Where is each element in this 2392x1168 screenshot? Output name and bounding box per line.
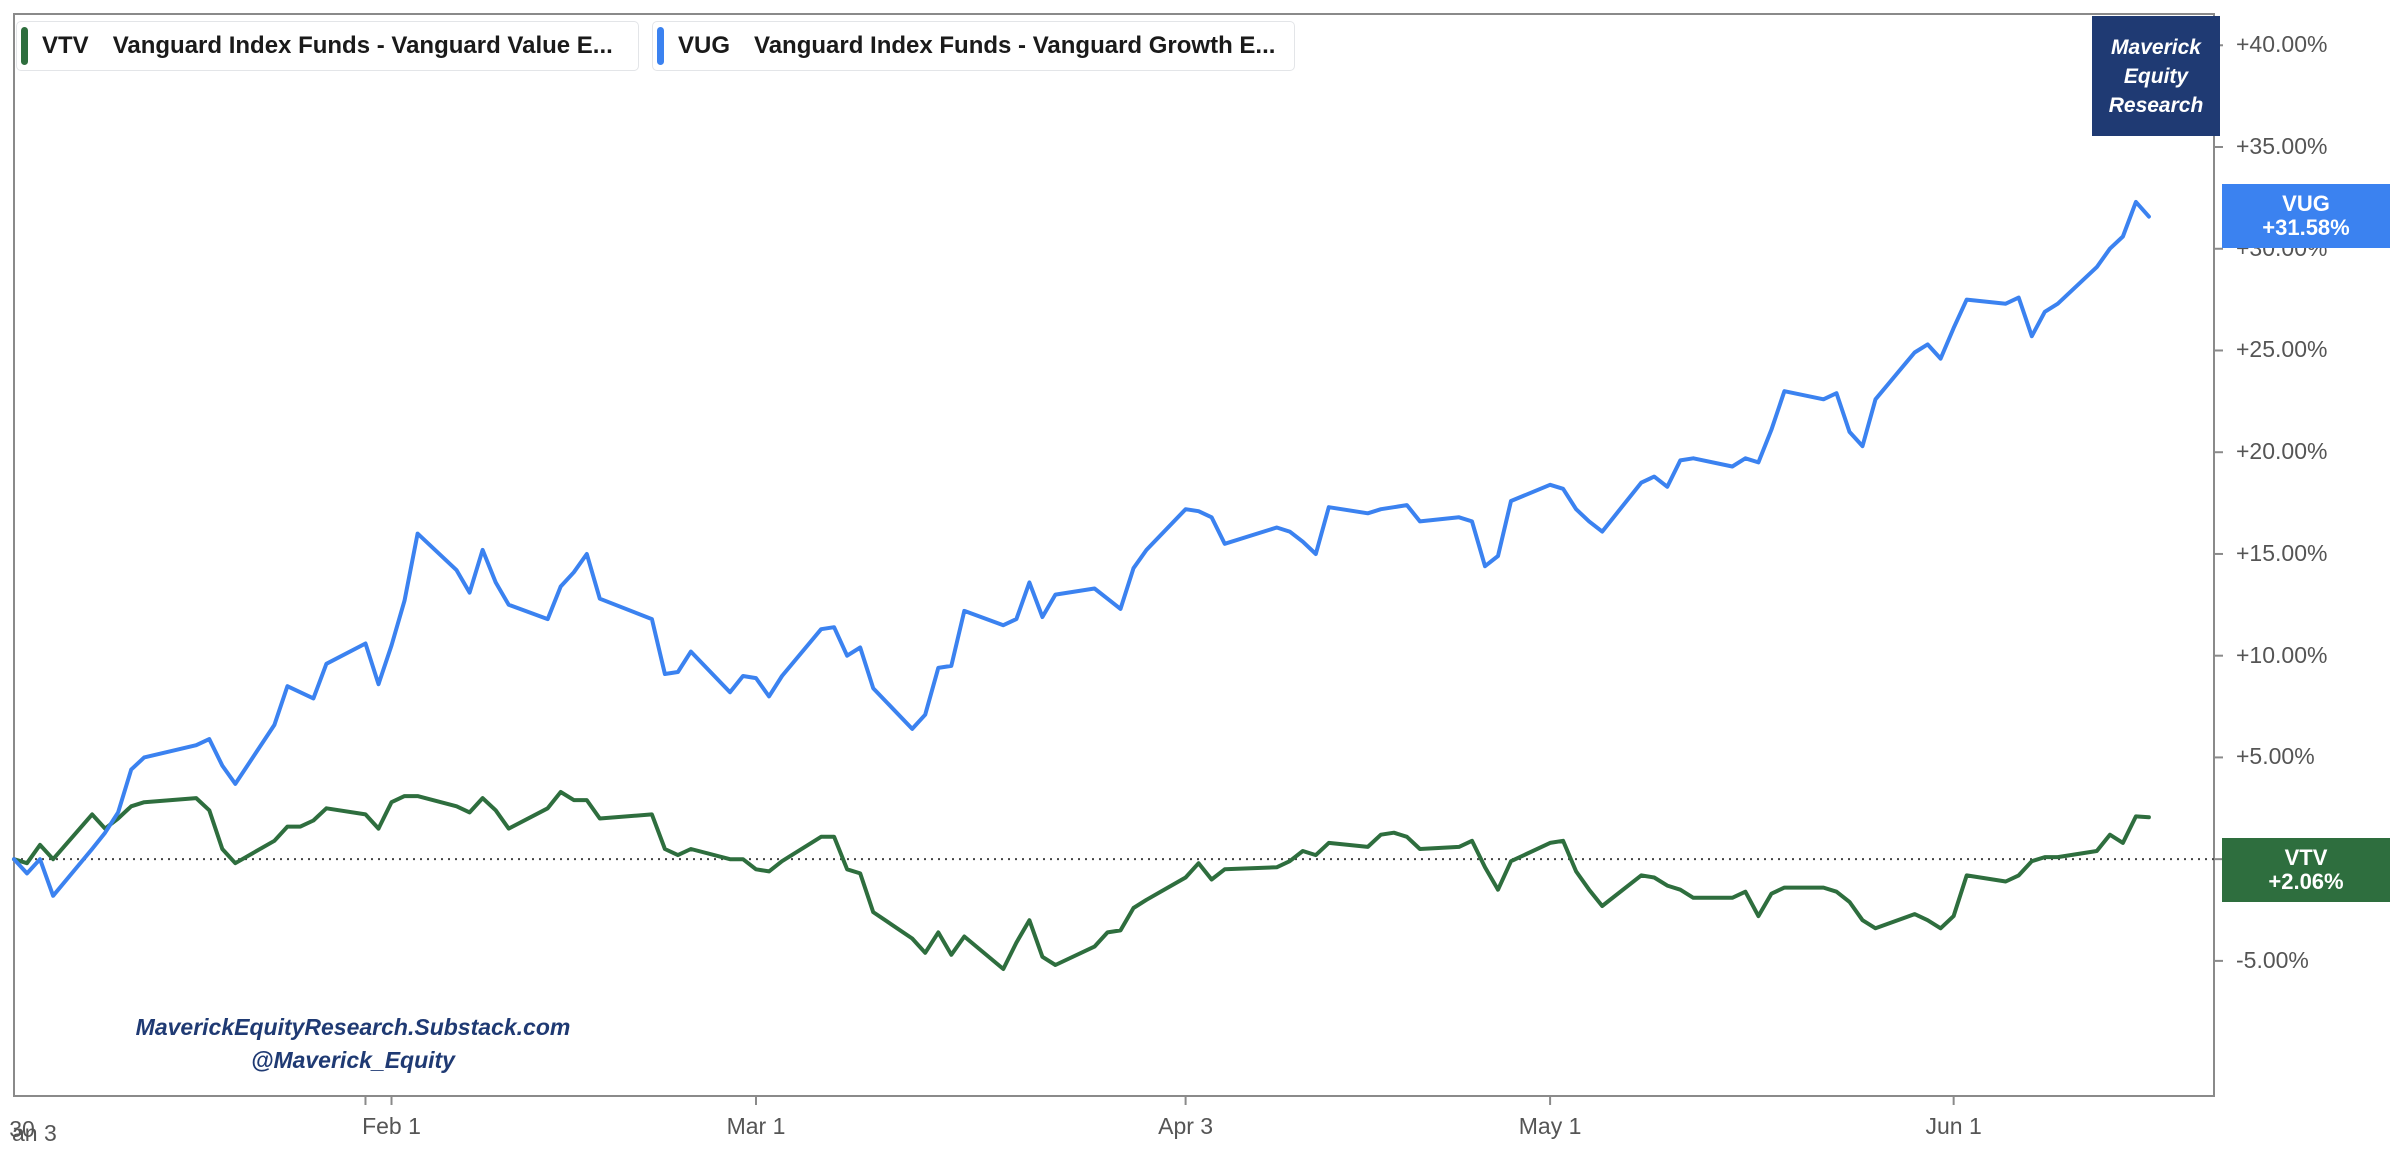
x-tick-label: Feb 1: [362, 1113, 421, 1139]
legend-item-vtv[interactable]: VTV Vanguard Index Funds - Vanguard Valu…: [16, 21, 639, 71]
end-label-vtv-ticker: VTV: [2284, 845, 2328, 870]
x-tick-first-fragment: an 3: [12, 1120, 57, 1146]
x-tick-clipped: 30: [9, 1116, 35, 1142]
watermark-site: MaverickEquityResearch.Substack.com: [135, 1014, 571, 1040]
y-tick-label: +20.00%: [2236, 438, 2328, 465]
x-tick-label: Jun 1: [1925, 1113, 1982, 1139]
brand-logo: Maverick Equity Research: [2092, 16, 2220, 136]
brand-line-3: Research: [2108, 93, 2204, 117]
watermark-handle: @Maverick_Equity: [251, 1047, 455, 1073]
brand-line-1: Maverick: [2111, 35, 2201, 59]
legend-swatch-vtv: [21, 27, 28, 65]
end-label-vug-ticker: VUG: [2282, 191, 2330, 216]
y-tick-label: +25.00%: [2236, 336, 2328, 363]
x-tick-label: Apr 3: [1158, 1113, 1214, 1139]
y-tick-label: +35.00%: [2236, 133, 2328, 159]
series-line-vug: [12, 199, 2151, 898]
y-tick-label: +10.00%: [2236, 641, 2328, 668]
y-tick-label: +5.00%: [2236, 743, 2315, 770]
brand-line-2: Equity: [2123, 64, 2189, 88]
legend-ticker-vug: VUG: [678, 32, 731, 59]
y-tick-label: +40.00%: [2236, 31, 2328, 58]
legend-item-vug[interactable]: VUG Vanguard Index Funds - Vanguard Grow…: [652, 21, 1295, 71]
x-tick-label: Mar 1: [726, 1113, 786, 1139]
end-label-vtv-value: +2.06%: [2268, 869, 2344, 894]
legend-swatch-vug: [657, 27, 664, 65]
plot-frame: [13, 13, 2215, 1097]
legend-ticker-vtv: VTV: [42, 32, 89, 59]
y-tick-label: +15.00%: [2236, 539, 2328, 566]
legend-fund-name-vtv: Vanguard Index Funds - Vanguard Value E.…: [112, 32, 613, 59]
end-label-vug: VUG +31.58%: [2222, 184, 2390, 248]
y-tick-label: -5.00%: [2236, 946, 2309, 973]
x-tick-label: May 1: [1518, 1113, 1582, 1139]
legend-fund-name-vug: Vanguard Index Funds - Vanguard Growth E…: [754, 32, 1276, 59]
end-label-vug-value: +31.58%: [2262, 215, 2350, 240]
series-line-vtv: [12, 790, 2151, 971]
end-label-vtv: VTV +2.06%: [2222, 838, 2390, 902]
